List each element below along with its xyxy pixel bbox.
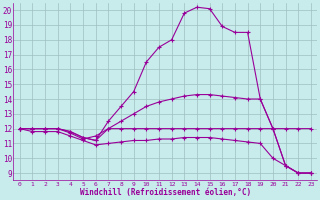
X-axis label: Windchill (Refroidissement éolien,°C): Windchill (Refroidissement éolien,°C) [80,188,251,197]
